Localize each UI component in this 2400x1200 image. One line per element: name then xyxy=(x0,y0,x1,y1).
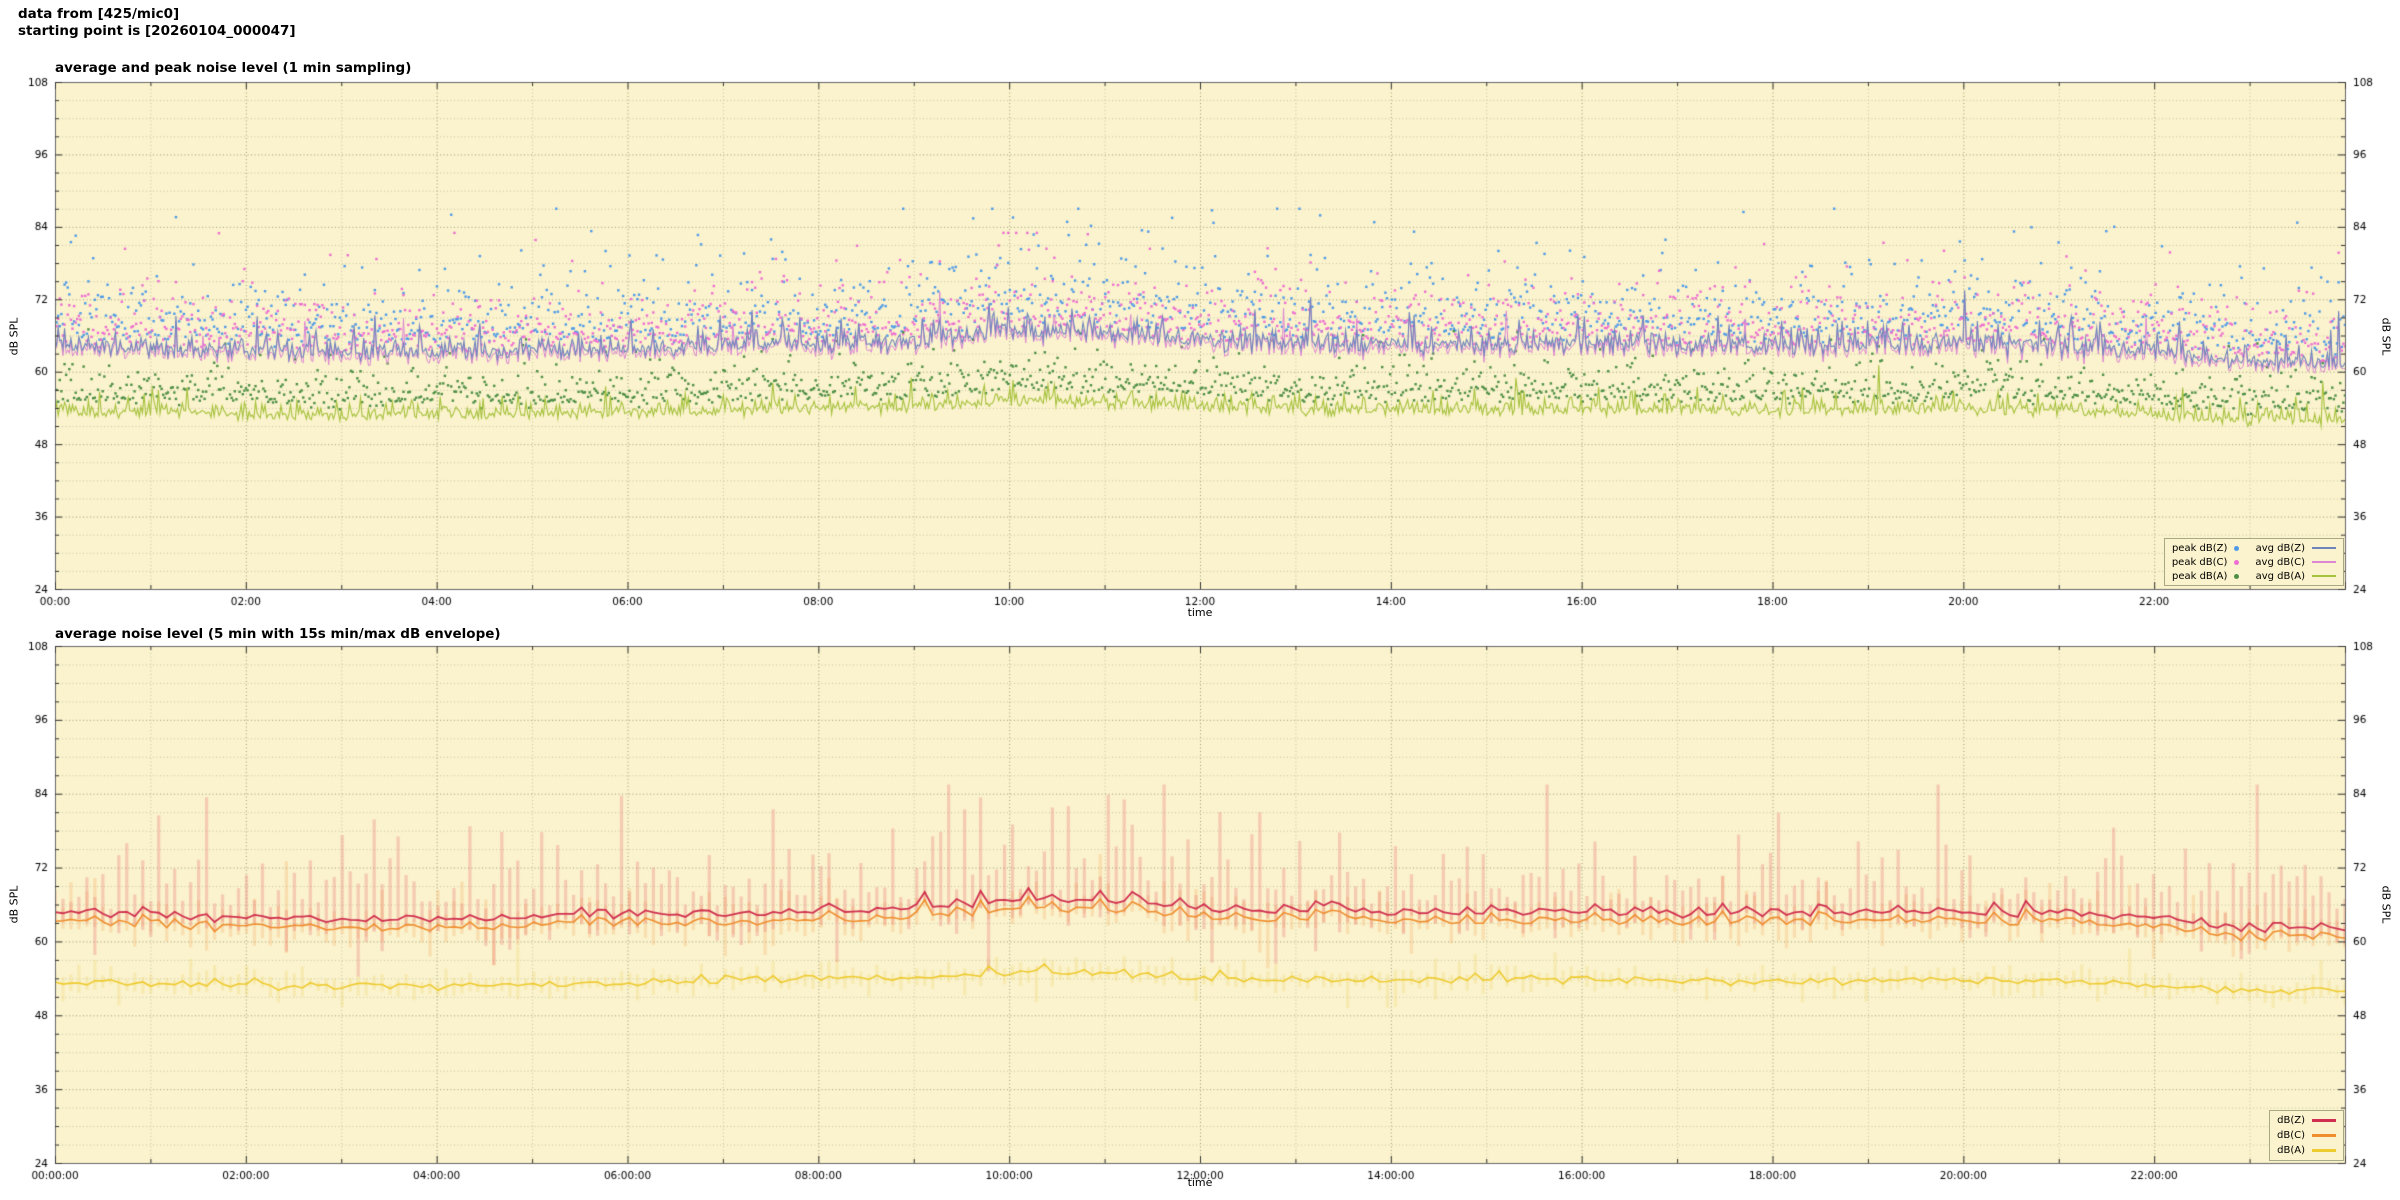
chart-top-canvas xyxy=(0,40,2400,624)
legend-label: dB(C) xyxy=(2277,1130,2305,1141)
chart-bottom-ylabel: dB SPL xyxy=(7,885,21,924)
legend-item: avg dB(Z) xyxy=(2255,541,2336,555)
page-header: data from [425/mic0] starting point is [… xyxy=(18,6,296,40)
legend-label: peak dB(Z) xyxy=(2171,542,2228,554)
legend-swatch-thickline-icon xyxy=(2312,1119,2336,1122)
legend-item: dB(A) xyxy=(2277,1143,2336,1158)
legend-swatch-thickline-icon xyxy=(2312,1149,2336,1152)
chart-top-legend: peak dB(Z) peak dB(C) peak dB(A) avg dB(Z) a… xyxy=(2163,538,2344,586)
legend-swatch-thickline-icon xyxy=(2312,1134,2336,1137)
legend-label: peak dB(C) xyxy=(2171,556,2228,568)
legend-label: dB(Z) xyxy=(2277,1115,2305,1126)
legend-label: dB(A) xyxy=(2277,1145,2305,1156)
legend-label: avg dB(A) xyxy=(2255,570,2305,582)
legend-label: avg dB(C) xyxy=(2255,556,2305,568)
chart-top-title: average and peak noise level (1 min samp… xyxy=(55,60,412,76)
chart-bottom: average noise level (5 min with 15s min/… xyxy=(0,624,2400,1200)
legend-swatch-dot-icon xyxy=(2234,545,2240,551)
chart-bottom-y2label: dB SPL xyxy=(2379,885,2393,924)
legend-swatch-line-icon xyxy=(2312,561,2336,563)
legend-swatch-dot-icon xyxy=(2234,559,2240,565)
chart-top-ylabel: dB SPL xyxy=(7,317,21,356)
legend-swatch-line-icon xyxy=(2312,575,2336,577)
legend-item: peak dB(C) xyxy=(2172,555,2240,569)
chart-bottom-xlabel: time xyxy=(1187,1176,1213,1189)
legend-label: avg dB(Z) xyxy=(2255,542,2305,554)
legend-item: dB(C) xyxy=(2277,1128,2336,1143)
header-starting-point: starting point is [20260104_000047] xyxy=(18,23,296,39)
legend-item: peak dB(A) xyxy=(2172,569,2240,583)
legend-item: dB(Z) xyxy=(2277,1113,2336,1128)
legend-swatch-dot-icon xyxy=(2234,573,2240,579)
legend-swatch-line-icon xyxy=(2312,547,2336,549)
chart-bottom-legend: dB(Z) dB(C) dB(A) xyxy=(2269,1110,2344,1161)
legend-item: avg dB(A) xyxy=(2255,569,2336,583)
chart-bottom-canvas xyxy=(0,624,2400,1200)
legend-item: peak dB(Z) xyxy=(2172,541,2240,555)
legend-item: avg dB(C) xyxy=(2255,555,2336,569)
chart-top-xlabel: time xyxy=(1187,606,1213,619)
chart-top-y2label: dB SPL xyxy=(2379,317,2393,356)
chart-bottom-title: average noise level (5 min with 15s min/… xyxy=(55,626,501,642)
header-data-source: data from [425/mic0] xyxy=(18,6,180,22)
legend-label: peak dB(A) xyxy=(2171,570,2228,582)
chart-top: average and peak noise level (1 min samp… xyxy=(0,40,2400,624)
